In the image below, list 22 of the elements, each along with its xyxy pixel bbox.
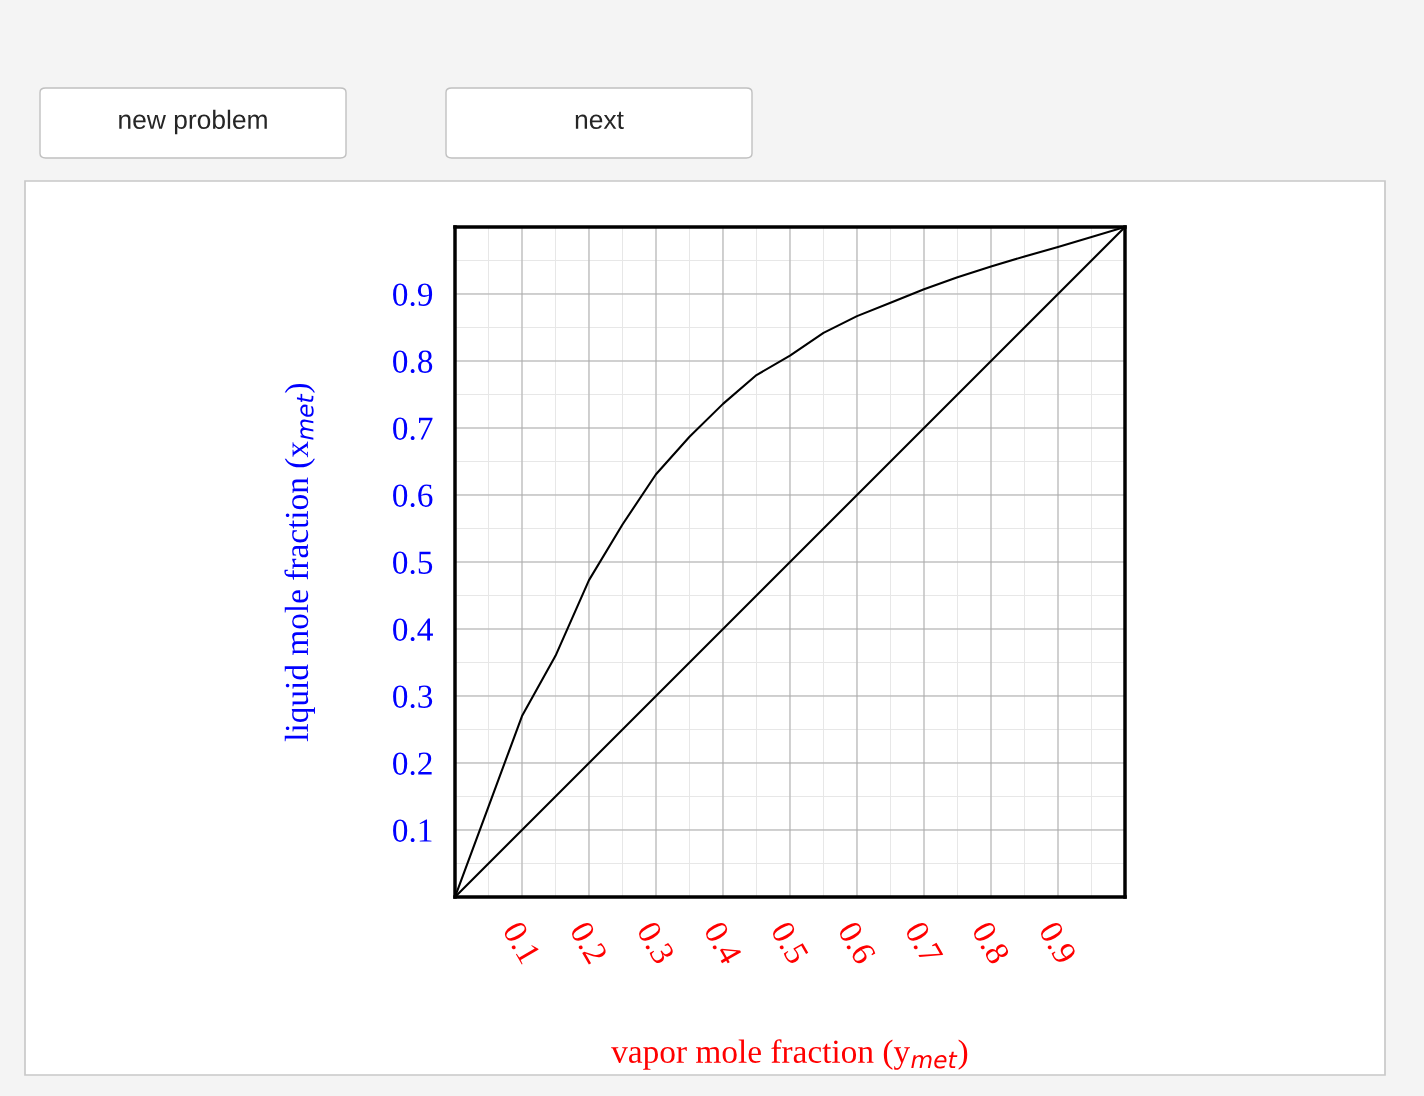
x-tick-label: 0.1 (502, 920, 541, 965)
y-tick-label: 0.8 (393, 350, 433, 374)
x-tick-label: 0.3 (636, 920, 676, 966)
x-tick-label: 0.5 (770, 920, 810, 966)
y-tick-label: 0.5 (393, 551, 433, 575)
x-tick-label: 0.7 (904, 920, 944, 966)
x-axis-title: vapor mole fraction (y$_{met}$) (611, 1039, 968, 1070)
y-axis-title: liquid mole fraction (x$_{met}$) (284, 383, 315, 742)
y-tick-label: 0.7 (393, 417, 433, 441)
y-tick-label: 0.1 (393, 819, 432, 843)
text: next (575, 111, 624, 130)
x-tick-label: 0.4 (703, 920, 743, 966)
y-tick-label: 0.6 (393, 484, 433, 508)
y-tick-label: 0.2 (393, 752, 432, 776)
y-tick-label: 0.4 (393, 618, 433, 642)
text: new problem (119, 109, 267, 135)
x-tick-label: 0.2 (569, 920, 609, 965)
x-tick-label: 0.8 (971, 920, 1011, 966)
y-tick-label: 0.3 (393, 685, 433, 709)
x-tick-label: 0.6 (837, 920, 877, 966)
y-tick-label: 0.9 (393, 283, 433, 307)
x-tick-label: 0.9 (1038, 920, 1078, 966)
